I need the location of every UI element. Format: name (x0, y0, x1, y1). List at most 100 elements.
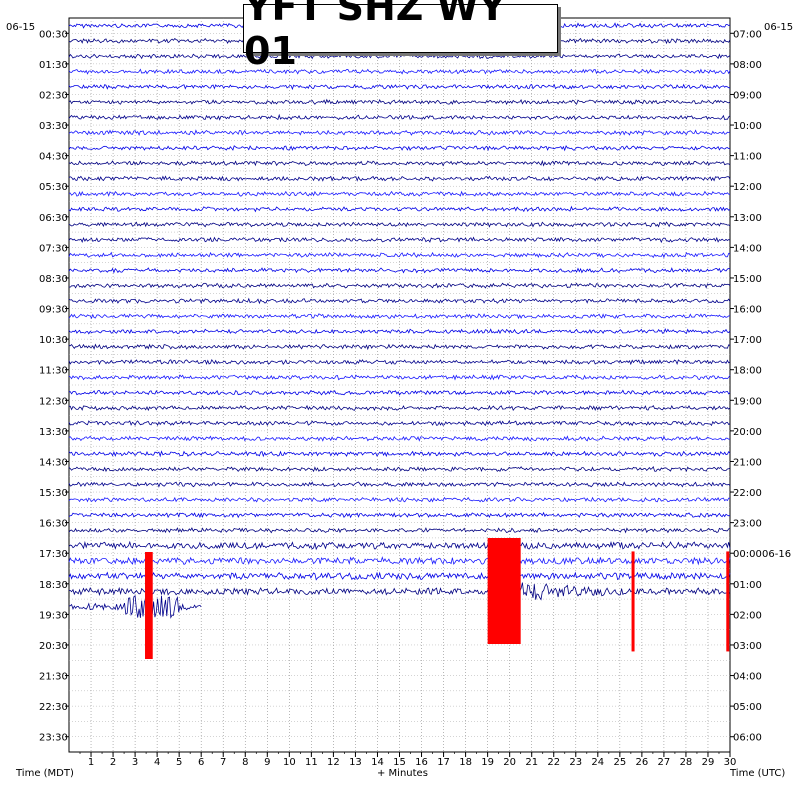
x-tick-label: 5 (176, 757, 182, 768)
x-tick-label: 27 (658, 757, 671, 768)
left-time-label: 09:30 (39, 305, 68, 316)
right-time-label: 09:00 (733, 90, 762, 101)
trace-row (68, 205, 731, 213)
trace-row (68, 190, 731, 197)
x-tick-label: 16 (415, 757, 428, 768)
x-tick-label: 6 (198, 757, 204, 768)
x-axis-label: + Minutes (377, 768, 428, 779)
trace-row (68, 481, 731, 488)
right-time-label: 15:00 (733, 274, 762, 285)
left-time-label: 03:30 (39, 121, 68, 132)
x-tick-label: 7 (220, 757, 226, 768)
trace-row (68, 313, 731, 320)
trace-row (68, 496, 730, 503)
left-time-label: 04:30 (39, 152, 68, 163)
trace-row (68, 175, 731, 182)
x-tick-label: 17 (437, 757, 450, 768)
right-time-label: 03:00 (733, 641, 762, 652)
trace-row (68, 420, 731, 427)
right-date: 06-15 (764, 22, 793, 33)
trace-row (68, 595, 202, 619)
x-tick-label: 10 (283, 757, 296, 768)
left-time-label: 07:30 (39, 243, 68, 254)
trace-row (68, 527, 731, 534)
trace-row (69, 404, 731, 412)
right-time-label: 07:00 (733, 29, 762, 40)
trace-row (68, 571, 731, 581)
left-time-label: 23:30 (39, 733, 68, 744)
trace-row (68, 113, 731, 121)
x-tick-label: 2 (110, 757, 116, 768)
left-time-label: 08:30 (39, 274, 68, 285)
right-time-label: 01:00 (733, 580, 762, 591)
trace-row (68, 144, 731, 152)
clip-spike (726, 551, 730, 652)
trace-row (68, 129, 731, 136)
x-tick-label: 11 (305, 757, 318, 768)
right-time-label: 23:00 (733, 519, 762, 530)
right-time-label: 14:00 (733, 243, 762, 254)
right-time-label: 22:00 (733, 488, 762, 499)
trace-row (68, 282, 731, 289)
trace-row (68, 221, 731, 228)
trace-row (68, 389, 731, 396)
right-time-label: 10:00 (733, 121, 762, 132)
x-tick-label: 26 (635, 757, 648, 768)
x-tick-label: 19 (481, 757, 494, 768)
grid (69, 18, 730, 752)
trace-row (68, 582, 731, 601)
left-time-label: 12:30 (39, 396, 68, 407)
left-date: 06-15 (6, 22, 35, 33)
chart-title: YFT SHZ WY 01 (244, 0, 507, 73)
left-time-label: 11:30 (39, 366, 68, 377)
clip-block (487, 538, 521, 644)
trace-row (68, 251, 731, 259)
clipped-events (145, 538, 730, 659)
left-time-label: 06:30 (39, 213, 68, 224)
chart-title-box: YFT SHZ WY 01 (243, 0, 558, 73)
x-tick-label: 29 (702, 757, 715, 768)
x-tick-label: 24 (591, 757, 604, 768)
x-tick-label: 12 (327, 757, 340, 768)
trace-row (68, 450, 731, 458)
left-time-label: 22:30 (39, 702, 68, 713)
x-tick-label: 8 (242, 757, 248, 768)
trace-row (68, 83, 731, 91)
trace-row (68, 511, 731, 519)
trace-row (68, 159, 731, 167)
right-time-label: 06:00 (733, 733, 762, 744)
left-time-label: 20:30 (39, 641, 68, 652)
left-time-label: 10:30 (39, 335, 68, 346)
right-time-label: 18:00 (733, 366, 762, 377)
left-time-label: 16:30 (39, 519, 68, 530)
left-time-label: 19:30 (39, 610, 68, 621)
x-tick-label: 21 (525, 757, 538, 768)
left-time-label: 15:30 (39, 488, 68, 499)
x-tick-label: 23 (569, 757, 582, 768)
right-time-label: 02:00 (733, 610, 762, 621)
trace-row (68, 435, 731, 442)
right-time-label: 00:00 (733, 549, 762, 560)
trace-row (68, 540, 731, 551)
left-time-label: 13:30 (39, 427, 68, 438)
x-tick-label: 15 (393, 757, 406, 768)
trace-row (68, 328, 731, 335)
axis-ticks: 1 2 3 4 5 6 7 8 9 10 11 12 13 14 15 16 17 18 19 20 21 22 23 24 2… (39, 29, 791, 768)
x-tick-label: 30 (724, 757, 737, 768)
right-time-label: 13:00 (733, 213, 762, 224)
trace-row (68, 556, 731, 566)
x-tick-label: 22 (547, 757, 560, 768)
left-time-label: 05:30 (39, 182, 68, 193)
trace-row (69, 343, 731, 351)
x-tick-label: 20 (503, 757, 516, 768)
right-date-change: 06-16 (762, 549, 791, 560)
trace-row (68, 465, 731, 473)
trace-row (68, 358, 731, 366)
right-time-label: 08:00 (733, 60, 762, 71)
left-time-label: 18:30 (39, 580, 68, 591)
trace-row (68, 374, 731, 381)
clip-spike (631, 551, 635, 652)
clip-block (145, 552, 153, 659)
right-time-label: 20:00 (733, 427, 762, 438)
